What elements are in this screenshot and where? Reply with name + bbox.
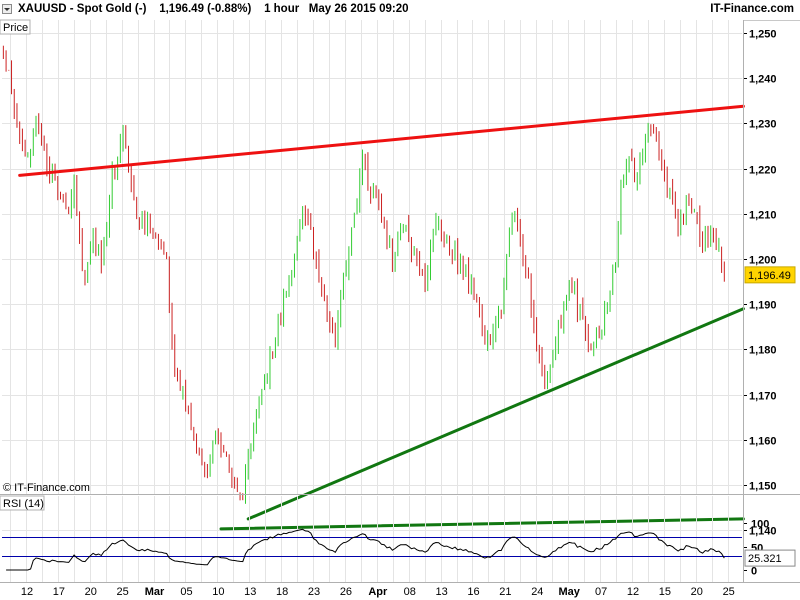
chart-title: XAUUSD - Spot Gold (-) 1,196.49 (-0.88%)… — [18, 3, 409, 15]
price-tick-label: 1,150 — [749, 481, 777, 493]
timeframe: 1 hour — [264, 3, 300, 15]
price-label-box — [0, 19, 31, 35]
chart-header: XAUUSD - Spot Gold (-) 1,196.49 (-0.88%)… — [0, 0, 800, 21]
rsi-panel-label: RSI (14) — [3, 498, 44, 510]
price-axis: 1,140 1,150 1,160 1,170 1,180 1,190 1,200 1,210… — [743, 29, 796, 538]
date-tick-label: 24 — [531, 586, 543, 598]
date-tick-label: 12 — [21, 586, 33, 598]
symbol: XAUUSD — [18, 3, 67, 15]
rsi-grid — [10, 496, 729, 582]
brand-name: IT-Finance.com — [710, 3, 794, 15]
last-price: 1,196.49 — [159, 3, 204, 15]
price-tick-label: 1,140 — [749, 526, 777, 538]
price-tick-label: 1,160 — [749, 436, 777, 448]
support-trendline — [246, 307, 745, 521]
rsi-last-value-marker — [744, 549, 796, 567]
resistance-trendline — [18, 104, 745, 177]
copyright-label: © IT-Finance.com — [3, 482, 90, 494]
date-tick-label: 18 — [276, 586, 288, 598]
date-tick-label: 10 — [212, 586, 224, 598]
price-tick-label: 1,180 — [749, 345, 777, 357]
date-tick-label: 25 — [117, 586, 129, 598]
date-tick-label: 20 — [85, 586, 97, 598]
price-change: (-0.88%) — [207, 3, 252, 15]
price-tick-label: 1,220 — [749, 165, 777, 177]
date-tick-label: 07 — [595, 586, 607, 598]
price-panel-label: Price — [3, 22, 28, 34]
price-tick-label: 1,210 — [749, 210, 777, 222]
date-tick-label: 20 — [691, 586, 703, 598]
price-tick-label: 1,200 — [749, 255, 777, 267]
date-tick-label: 08 — [404, 586, 416, 598]
price-tick-label: 1,240 — [749, 74, 777, 86]
rsi-bands — [2, 537, 742, 557]
last-price-marker-label: 1,196.49 — [748, 270, 791, 282]
price-tick-label: 1,250 — [749, 29, 777, 41]
date-tick-label: 13 — [436, 586, 448, 598]
instrument-name: Spot Gold (-) — [76, 3, 147, 15]
rsi-label-box — [0, 495, 45, 511]
date-tick-label: 13 — [244, 586, 256, 598]
date-tick-label: Apr — [368, 586, 388, 598]
price-tick-label: 1,190 — [749, 300, 777, 312]
date-tick-label: 16 — [467, 586, 479, 598]
date-tick-label: 23 — [308, 586, 320, 598]
rsi-tick-label: 100 — [751, 519, 769, 531]
collapse-arrow-icon[interactable] — [2, 4, 12, 14]
candlestick-series — [2, 45, 725, 504]
rsi-line-series — [6, 528, 725, 571]
date-tick-label: Mar — [145, 586, 165, 598]
date-tick-label: 21 — [499, 586, 511, 598]
trendlines — [18, 104, 745, 531]
date-tick-label: 17 — [53, 586, 65, 598]
chart-datetime: May 26 2015 09:20 — [308, 3, 409, 15]
date-tick-label: 05 — [180, 586, 192, 598]
date-tick-label: 26 — [340, 586, 352, 598]
date-tick-label: 25 — [723, 586, 735, 598]
price-tick-label: 1,170 — [749, 391, 777, 403]
date-tick-label: 12 — [627, 586, 639, 598]
price-panel: 1,140 1,150 1,160 1,170 1,180 1,190 1,200 1,210… — [0, 19, 796, 538]
rsi-last-value-label: 25.321 — [748, 553, 782, 565]
price-tick-label: 1,230 — [749, 119, 777, 131]
rsi-tick-label: 0 — [751, 566, 757, 578]
date-axis: 12 17 20 25 Mar 05 10 13 18 23 26 Apr 08 13 16 21 24 May 0… — [21, 586, 735, 598]
date-tick-label: May — [559, 586, 581, 598]
rsi-line — [6, 528, 725, 571]
date-tick-label: 15 — [659, 586, 671, 598]
last-price-marker — [744, 266, 796, 284]
price-panel-background — [0, 20, 743, 494]
support-trendline — [219, 517, 745, 531]
price-grid — [2, 20, 742, 531]
